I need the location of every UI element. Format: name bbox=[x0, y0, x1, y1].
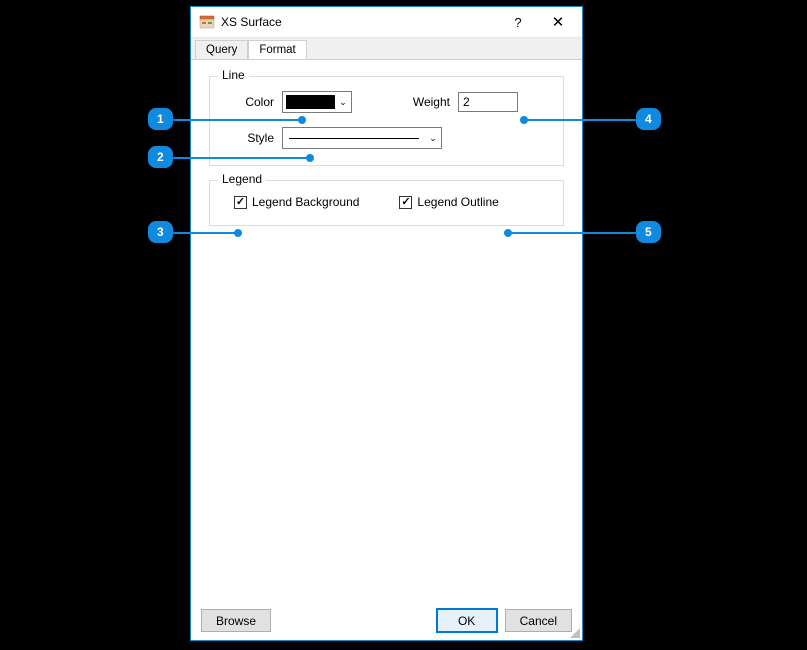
style-picker[interactable]: ⌄ bbox=[282, 127, 442, 149]
annotation-badge-3: 3 bbox=[148, 221, 173, 243]
legend-outline-label: Legend Outline bbox=[417, 195, 498, 209]
ok-button[interactable]: OK bbox=[437, 609, 497, 632]
legend-background-checkbox[interactable]: Legend Background bbox=[234, 195, 359, 209]
checkbox-icon bbox=[234, 196, 247, 209]
color-label: Color bbox=[222, 95, 274, 109]
annotation-badge-4: 4 bbox=[636, 108, 661, 130]
button-bar: Browse OK Cancel bbox=[191, 603, 582, 640]
color-swatch bbox=[286, 95, 335, 109]
chevron-down-icon: ⌄ bbox=[425, 133, 441, 144]
annotation-badge-1: 1 bbox=[148, 108, 173, 130]
format-tab-content: Line Color ⌄ Weight Style ⌄ Legend bbox=[191, 59, 582, 603]
tab-strip: Query Format bbox=[191, 37, 582, 59]
browse-button[interactable]: Browse bbox=[201, 609, 271, 632]
window-title: XS Surface bbox=[221, 15, 498, 29]
titlebar: XS Surface ? ✕ bbox=[191, 7, 582, 37]
color-picker[interactable]: ⌄ bbox=[282, 91, 352, 113]
annotation-badge-5: 5 bbox=[636, 221, 661, 243]
checkbox-icon bbox=[399, 196, 412, 209]
legend-background-label: Legend Background bbox=[252, 195, 359, 209]
legend-group-title: Legend bbox=[218, 172, 266, 186]
legend-outline-checkbox[interactable]: Legend Outline bbox=[399, 195, 498, 209]
annotation-badge-2: 2 bbox=[148, 146, 173, 168]
weight-label: Weight bbox=[400, 95, 450, 109]
app-icon bbox=[199, 14, 215, 30]
style-line-preview bbox=[289, 138, 419, 139]
help-button[interactable]: ? bbox=[498, 8, 538, 36]
line-group: Line Color ⌄ Weight Style ⌄ bbox=[209, 76, 564, 166]
style-label: Style bbox=[222, 131, 274, 145]
chevron-down-icon: ⌄ bbox=[335, 92, 351, 112]
tab-query[interactable]: Query bbox=[195, 40, 248, 59]
line-group-title: Line bbox=[218, 68, 249, 82]
weight-input[interactable] bbox=[458, 92, 518, 112]
resize-grip[interactable] bbox=[568, 626, 580, 638]
cancel-button[interactable]: Cancel bbox=[505, 609, 572, 632]
xs-surface-dialog: XS Surface ? ✕ Query Format Line Color ⌄… bbox=[190, 6, 583, 641]
legend-group: Legend Legend Background Legend Outline bbox=[209, 180, 564, 226]
close-button[interactable]: ✕ bbox=[538, 8, 578, 36]
tab-format[interactable]: Format bbox=[248, 40, 306, 60]
